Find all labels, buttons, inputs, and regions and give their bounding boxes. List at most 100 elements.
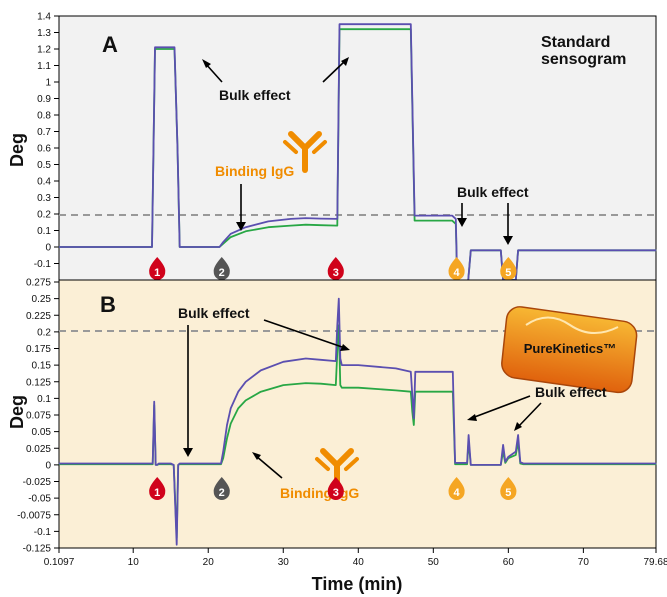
panel-b-injection-markers: 1 2 3 4 5 <box>149 477 517 500</box>
panel-a-bulk-arrowhead-1 <box>202 59 211 68</box>
y-tick-label: -0.1 <box>34 259 52 270</box>
y-tick-label: 0.8 <box>37 111 51 122</box>
y-tick-label: 0.225 <box>26 311 51 322</box>
marker-drop <box>448 257 465 280</box>
injection-marker-3: 3 <box>327 257 344 280</box>
marker-number: 3 <box>333 487 339 499</box>
panel-b-binding-igg-label: Binding IgG <box>280 485 359 501</box>
x-tick-label: 20 <box>203 557 215 568</box>
injection-marker-4: 4 <box>448 477 465 500</box>
panel-a-bulk-effect-label-2: Bulk effect <box>457 184 529 200</box>
panel-b-x-axis: 0.1097 10 20 30 40 50 60 70 79.68 <box>44 548 667 568</box>
x-tick-label: 70 <box>578 557 590 568</box>
y-tick-label: -0.025 <box>23 477 52 488</box>
panel-b-bulk-arrowhead-2 <box>340 344 350 351</box>
y-tick-label: 0.4 <box>37 177 51 188</box>
marker-number: 5 <box>505 487 511 499</box>
injection-marker-1: 1 <box>149 477 166 500</box>
x-tick-label: 30 <box>278 557 290 568</box>
marker-drop <box>213 477 230 500</box>
y-tick-label: 0.175 <box>26 344 51 355</box>
panel-a-binding-arrowhead <box>236 222 246 231</box>
panel-b-series <box>58 297 657 546</box>
injection-marker-5: 5 <box>500 257 517 280</box>
panel-a-label: A <box>102 32 118 57</box>
panel-a-series <box>58 23 657 286</box>
panel-b-bulk-effect-label-1: Bulk effect <box>178 305 250 321</box>
panel-a-bulk-arrowhead-4 <box>503 236 513 245</box>
x-tick-label: 10 <box>128 557 140 568</box>
marker-number: 5 <box>505 267 511 279</box>
panel-b-bulk-arrow-2 <box>263 319 346 349</box>
panel-a-bulk-arrowhead-2 <box>341 57 349 66</box>
panel-b-bulk-arrowhead-3 <box>467 414 477 421</box>
panel-a-title-line2: sensogram <box>541 51 626 68</box>
y-tick-label: 1 <box>45 78 51 89</box>
y-tick-label: 0.2 <box>37 210 51 221</box>
marker-drop <box>448 477 465 500</box>
injection-marker-3: 3 <box>327 477 344 500</box>
y-tick-label: 1.1 <box>37 61 51 72</box>
y-tick-label: 0.9 <box>37 94 51 105</box>
panel-a-bulk-arrowhead-3 <box>457 218 467 227</box>
y-tick-label: 0.3 <box>37 193 51 204</box>
panel-a-plot-area <box>58 15 657 281</box>
x-tick-label: 79.68 <box>643 557 667 568</box>
injection-marker-5: 5 <box>500 477 517 500</box>
y-tick-label: 0.05 <box>32 427 52 438</box>
y-tick-label: -0.125 <box>23 544 52 555</box>
x-tick-label: 50 <box>428 557 440 568</box>
y-tick-label: 0.125 <box>26 377 51 388</box>
y-tick-label: 0.25 <box>32 294 52 305</box>
y-tick-label: 0.025 <box>26 444 51 455</box>
marker-drop <box>149 477 166 500</box>
injection-marker-2: 2 <box>213 257 230 280</box>
marker-drop <box>327 257 344 280</box>
marker-number: 2 <box>219 487 225 499</box>
marker-number: 3 <box>333 267 339 279</box>
y-tick-label: -0.0075 <box>17 510 51 521</box>
panel-b-bulk-arrowhead-4 <box>514 422 522 431</box>
y-tick-label: 0.075 <box>26 411 51 422</box>
logo-text: PureKinetics™ <box>524 341 616 356</box>
panel-b-bulk-arrowhead-1 <box>183 448 193 457</box>
x-axis-title: Time (min) <box>312 574 403 594</box>
panel-a-binding-igg-label: Binding IgG <box>215 163 294 179</box>
series-line-1 <box>58 23 657 286</box>
marker-number: 1 <box>154 487 160 499</box>
marker-drop <box>500 477 517 500</box>
panel-b-y-axis: 0.275 0.25 0.225 0.2 0.175 0.15 0.125 0.1 0.075 0… <box>17 278 59 555</box>
purekinetics-logo: PureKinetics™ <box>501 306 638 394</box>
panel-a-ylabel: Deg <box>7 133 27 167</box>
marker-drop <box>149 257 166 280</box>
panel-b-binding-arrow <box>255 455 283 479</box>
y-tick-label: -0.05 <box>28 494 51 505</box>
y-tick-label: -0.1 <box>34 527 52 538</box>
y-tick-label: 0.275 <box>26 278 51 289</box>
y-tick-label: 0.7 <box>37 127 51 138</box>
y-tick-label: 0.6 <box>37 144 51 155</box>
injection-marker-4: 4 <box>448 257 465 280</box>
panel-b-bulk-arrow-3 <box>471 395 531 419</box>
y-tick-label: 0.5 <box>37 160 51 171</box>
injection-marker-2: 2 <box>213 477 230 500</box>
y-tick-label: 0.1 <box>37 226 51 237</box>
y-tick-label: 1.3 <box>37 28 51 39</box>
panel-a-injection-markers: 1 2 3 4 5 <box>149 257 517 280</box>
x-tick-label: 40 <box>353 557 365 568</box>
marker-drop <box>213 257 230 280</box>
marker-number: 2 <box>219 267 225 279</box>
marker-drop <box>327 477 344 500</box>
panel-b-binding-arrowhead <box>252 452 261 460</box>
marker-number: 4 <box>454 487 461 499</box>
marker-number: 4 <box>454 267 461 279</box>
panel-b-bulk-effect-label-2: Bulk effect <box>535 384 607 400</box>
x-tick-label: 60 <box>503 557 515 568</box>
y-tick-label: 1.2 <box>37 45 51 56</box>
y-tick-label: 0.15 <box>32 361 52 372</box>
panel-b-label: B <box>100 292 116 317</box>
panel-a-bulk-effect-label-1: Bulk effect <box>219 87 291 103</box>
injection-marker-1: 1 <box>149 257 166 280</box>
panel-a-title-line1: Standard <box>541 34 610 51</box>
